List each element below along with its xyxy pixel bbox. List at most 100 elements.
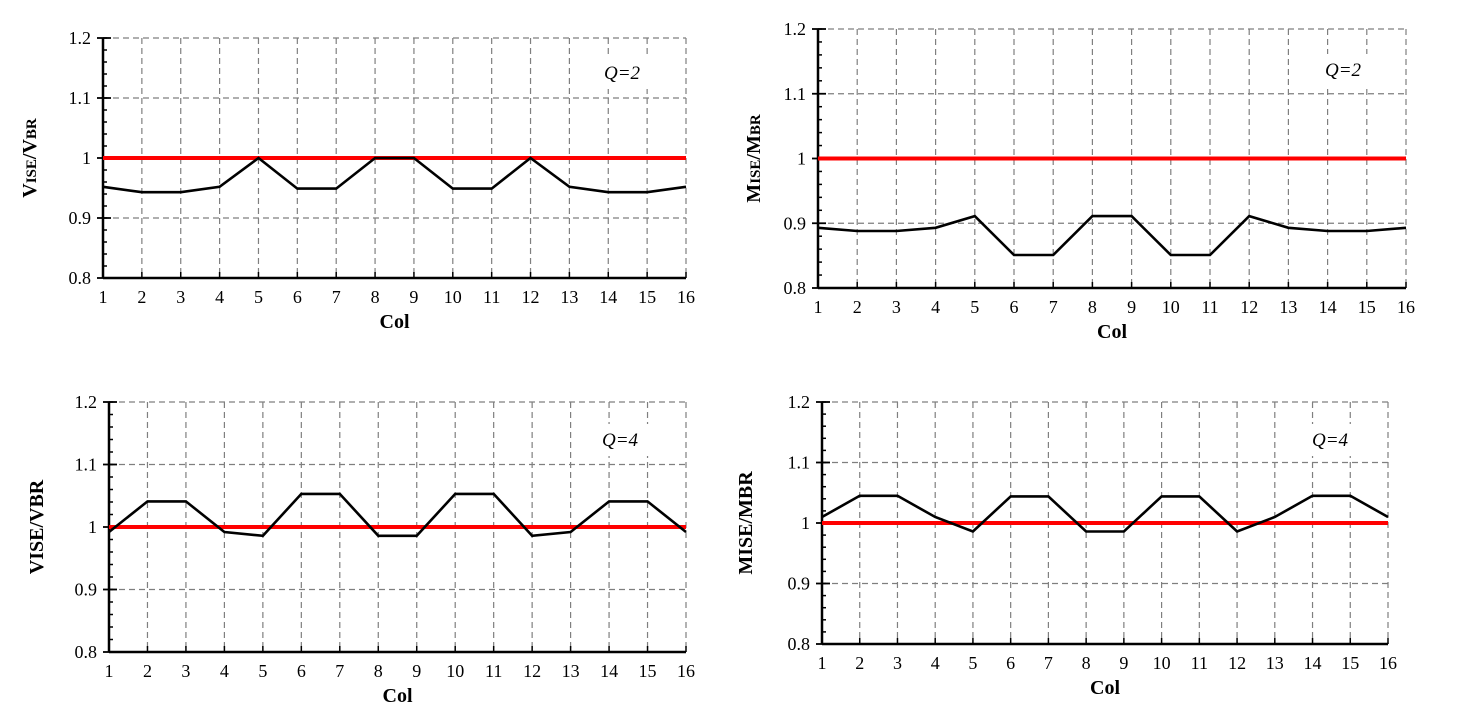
x-tick-label: 15: [1358, 297, 1376, 317]
y-tick-label: 1.1: [788, 453, 811, 473]
x-tick-label: 2: [137, 287, 146, 307]
x-tick-label: 9: [1127, 297, 1136, 317]
y-tick-label: 1.2: [788, 392, 811, 412]
y-tick-label: 0.9: [788, 574, 811, 594]
x-tick-label: 7: [1044, 653, 1053, 673]
x-tick-label: 1: [818, 653, 827, 673]
x-tick-label: 10: [1162, 297, 1180, 317]
x-axis-title: Col: [380, 311, 410, 333]
x-axis-title: Col: [1090, 677, 1120, 699]
x-tick-label: 15: [1341, 653, 1359, 673]
x-tick-label: 14: [1319, 297, 1337, 317]
y-tick-label: 0.8: [784, 278, 807, 298]
x-tick-label: 6: [293, 287, 302, 307]
x-axis-title: Col: [1097, 321, 1127, 343]
x-tick-label: 9: [1119, 653, 1128, 673]
y-axis-title-part: V: [19, 183, 41, 198]
x-tick-label: 13: [560, 287, 578, 307]
x-tick-label: 11: [483, 287, 500, 307]
y-axis-title: VISE/VBR: [19, 118, 41, 198]
x-tick-label: 1: [99, 287, 108, 307]
x-tick-label: 12: [1228, 653, 1246, 673]
x-tick-label: 3: [176, 287, 185, 307]
y-axis-title-part: BR: [748, 114, 764, 135]
x-tick-label: 15: [639, 661, 657, 681]
x-tick-label: 8: [1082, 653, 1091, 673]
x-tick-label: 14: [599, 287, 617, 307]
y-tick-label: 1: [797, 149, 806, 169]
x-tick-label: 11: [485, 661, 502, 681]
x-tick-label: 16: [1397, 297, 1415, 317]
x-tick-label: 7: [1049, 297, 1058, 317]
x-tick-label: 2: [853, 297, 862, 317]
x-tick-label: 12: [523, 661, 541, 681]
y-axis-title-part: BR: [24, 118, 40, 139]
x-tick-label: 3: [893, 653, 902, 673]
x-tick-label: 12: [1240, 297, 1258, 317]
x-tick-label: 8: [1088, 297, 1097, 317]
x-tick-label: 10: [444, 287, 462, 307]
y-tick-label: 0.8: [69, 268, 92, 288]
y-tick-label: 0.9: [75, 580, 98, 600]
annotation-label: Q=4: [602, 430, 639, 451]
y-tick-label: 0.9: [784, 213, 807, 233]
x-tick-label: 1: [814, 297, 823, 317]
x-tick-label: 16: [677, 287, 695, 307]
x-tick-label: 2: [143, 661, 152, 681]
x-tick-label: 13: [1279, 297, 1297, 317]
x-tick-label: 10: [1153, 653, 1171, 673]
annotation-label: Q=4: [1312, 430, 1349, 451]
x-tick-label: 5: [254, 287, 263, 307]
y-tick-label: 0.9: [69, 208, 92, 228]
x-tick-label: 8: [374, 661, 383, 681]
x-tick-label: 4: [215, 287, 224, 307]
y-tick-label: 1.2: [75, 392, 98, 412]
y-tick-label: 1.2: [69, 28, 92, 48]
x-tick-label: 4: [931, 297, 940, 317]
x-tick-label: 13: [1266, 653, 1284, 673]
x-tick-label: 6: [297, 661, 306, 681]
y-axis-title-part: /M: [743, 135, 765, 161]
x-tick-label: 7: [332, 287, 341, 307]
annotation-label: Q=2: [1325, 60, 1362, 81]
x-tick-label: 10: [446, 661, 464, 681]
x-tick-label: 9: [412, 661, 421, 681]
y-axis-title-part: ISE: [24, 159, 40, 183]
x-tick-label: 6: [1010, 297, 1019, 317]
x-tick-label: 3: [892, 297, 901, 317]
x-tick-label: 4: [931, 653, 940, 673]
y-axis-title-part: M: [743, 184, 765, 203]
y-axis-title-part: /V: [19, 139, 41, 161]
x-tick-label: 14: [600, 661, 618, 681]
y-tick-label: 0.8: [75, 642, 98, 662]
x-tick-label: 5: [968, 653, 977, 673]
x-tick-label: 13: [562, 661, 580, 681]
y-axis-title: VISE/VBR: [26, 479, 48, 574]
y-tick-label: 1.1: [784, 84, 807, 104]
x-tick-label: 16: [677, 661, 695, 681]
y-tick-label: 1: [801, 513, 810, 533]
annotation-label: Q=2: [604, 63, 641, 84]
x-tick-label: 4: [220, 661, 229, 681]
x-tick-label: 3: [181, 661, 190, 681]
y-axis-title: MISE/MBR: [735, 471, 757, 575]
x-tick-label: 5: [970, 297, 979, 317]
x-axis-title: Col: [383, 685, 413, 707]
y-tick-label: 1: [88, 517, 97, 537]
x-tick-label: 11: [1201, 297, 1218, 317]
x-tick-label: 1: [105, 661, 114, 681]
y-tick-label: 1.2: [784, 19, 807, 39]
y-tick-label: 1.1: [75, 455, 98, 475]
y-tick-label: 1.1: [69, 88, 92, 108]
x-tick-label: 16: [1379, 653, 1397, 673]
y-tick-label: 1: [82, 148, 91, 168]
x-tick-label: 7: [335, 661, 344, 681]
x-tick-label: 12: [522, 287, 540, 307]
x-tick-label: 6: [1006, 653, 1015, 673]
